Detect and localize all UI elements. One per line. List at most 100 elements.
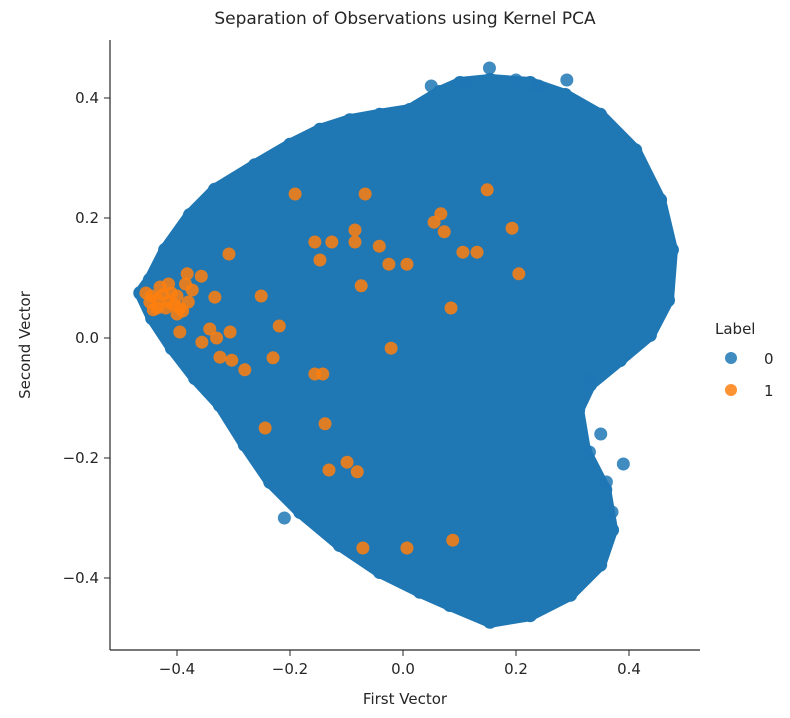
class-0-point bbox=[332, 538, 347, 552]
class-1-point bbox=[505, 221, 519, 235]
class-1-point bbox=[372, 239, 386, 253]
class-0-point bbox=[412, 584, 427, 599]
class-1-point bbox=[400, 257, 414, 271]
class-0-point bbox=[599, 475, 613, 489]
class-0-point bbox=[616, 457, 630, 471]
class-0-point bbox=[158, 242, 173, 257]
class-0-point bbox=[523, 608, 538, 623]
class-1-point bbox=[150, 301, 164, 315]
x-tick-label: −0.4 bbox=[159, 660, 195, 678]
class-1-point bbox=[318, 417, 332, 431]
class-1-point bbox=[444, 301, 458, 315]
class-0-point bbox=[442, 598, 457, 612]
class-0-point bbox=[458, 76, 472, 90]
y-tick-label: −0.2 bbox=[63, 449, 99, 467]
class-1-point bbox=[400, 541, 414, 555]
y-ticks: 0.4 0.2 0.0 −0.2 −0.4 bbox=[63, 89, 110, 587]
class-1-point bbox=[354, 279, 368, 293]
class-0-point bbox=[342, 113, 357, 128]
class-1-point bbox=[223, 325, 237, 339]
class-0-point bbox=[593, 107, 608, 122]
y-axis-label: Second Vector bbox=[16, 290, 34, 399]
class-1-point bbox=[181, 295, 195, 309]
class-0-point bbox=[605, 523, 620, 537]
class-1-point bbox=[348, 235, 362, 249]
y-tick-label: −0.4 bbox=[63, 569, 99, 587]
class-1-point bbox=[325, 235, 339, 249]
class-0-point bbox=[283, 137, 297, 152]
class-1-point bbox=[222, 247, 236, 261]
x-tick-label: 0.0 bbox=[391, 660, 415, 678]
class-1-point bbox=[470, 245, 484, 259]
class-1-point bbox=[170, 289, 184, 303]
legend-marker-1 bbox=[725, 384, 737, 396]
class-1-point bbox=[322, 463, 336, 477]
x-tick-label: 0.4 bbox=[617, 660, 641, 678]
legend-marker-0 bbox=[725, 352, 737, 364]
class-0-point bbox=[237, 437, 252, 452]
class-1-point bbox=[358, 187, 372, 201]
class-0-point bbox=[372, 107, 387, 122]
class-0-point bbox=[660, 293, 675, 308]
class-1-point bbox=[195, 335, 209, 349]
legend: Label 0 1 bbox=[715, 320, 774, 400]
class-1-point bbox=[225, 353, 239, 367]
class-0-point bbox=[188, 371, 203, 386]
class-0-point bbox=[628, 143, 643, 158]
class-0-point bbox=[532, 79, 546, 93]
class-0-point bbox=[571, 403, 586, 417]
class-0-point bbox=[642, 328, 657, 342]
class-1-point bbox=[162, 277, 176, 291]
class-1-point bbox=[340, 455, 354, 469]
legend-label-0: 0 bbox=[764, 350, 774, 368]
class-1-point bbox=[350, 465, 364, 479]
class-1-point bbox=[258, 421, 272, 435]
class-0-point bbox=[207, 182, 222, 197]
class-1-point bbox=[348, 223, 362, 237]
class-1-point bbox=[384, 341, 398, 355]
x-axis-label: First Vector bbox=[363, 690, 448, 708]
class-0-point bbox=[582, 373, 596, 387]
chart-title: Separation of Observations using Kernel … bbox=[214, 9, 596, 29]
class-1-point bbox=[480, 183, 494, 197]
legend-label-1: 1 bbox=[764, 382, 774, 400]
y-tick-label: 0.2 bbox=[75, 209, 99, 227]
class-1-point bbox=[213, 350, 227, 364]
class-0-point bbox=[593, 557, 608, 572]
class-1-point bbox=[446, 533, 460, 547]
class-0-point bbox=[563, 587, 578, 602]
class-0-point bbox=[142, 272, 157, 287]
class-1-point bbox=[178, 277, 192, 291]
class-0-point bbox=[560, 73, 574, 87]
class-1-point bbox=[512, 267, 526, 281]
class-1-point bbox=[288, 187, 302, 201]
class-0-point bbox=[277, 511, 291, 525]
class-0-point bbox=[247, 158, 262, 173]
class-1-point bbox=[382, 257, 396, 271]
class-0-point bbox=[582, 445, 596, 459]
class-0-point bbox=[653, 193, 668, 207]
class-1-point bbox=[254, 289, 268, 303]
class-0-point bbox=[312, 122, 327, 137]
x-ticks: −0.4 −0.2 0.0 0.2 0.4 bbox=[159, 650, 641, 678]
class-0-point bbox=[594, 427, 608, 441]
class-0-point bbox=[509, 73, 523, 87]
x-tick-label: −0.2 bbox=[272, 660, 308, 678]
class-1-point bbox=[266, 351, 280, 365]
class-0-point bbox=[482, 61, 496, 75]
class-0-point bbox=[212, 398, 227, 413]
class-1-point bbox=[316, 367, 330, 381]
class-0-point bbox=[605, 505, 619, 519]
class-0-point bbox=[558, 88, 573, 102]
x-tick-label: 0.2 bbox=[504, 660, 528, 678]
class-0-point bbox=[664, 242, 679, 257]
class-0-point bbox=[182, 208, 197, 222]
class-1-point bbox=[173, 325, 187, 339]
class-0-point bbox=[293, 505, 308, 519]
class-0-point bbox=[263, 475, 278, 489]
class-0-point bbox=[402, 103, 417, 117]
class-0-point bbox=[164, 341, 179, 356]
class-1-point bbox=[308, 235, 322, 249]
class-1-point bbox=[427, 215, 441, 229]
class-0-point bbox=[372, 565, 387, 579]
